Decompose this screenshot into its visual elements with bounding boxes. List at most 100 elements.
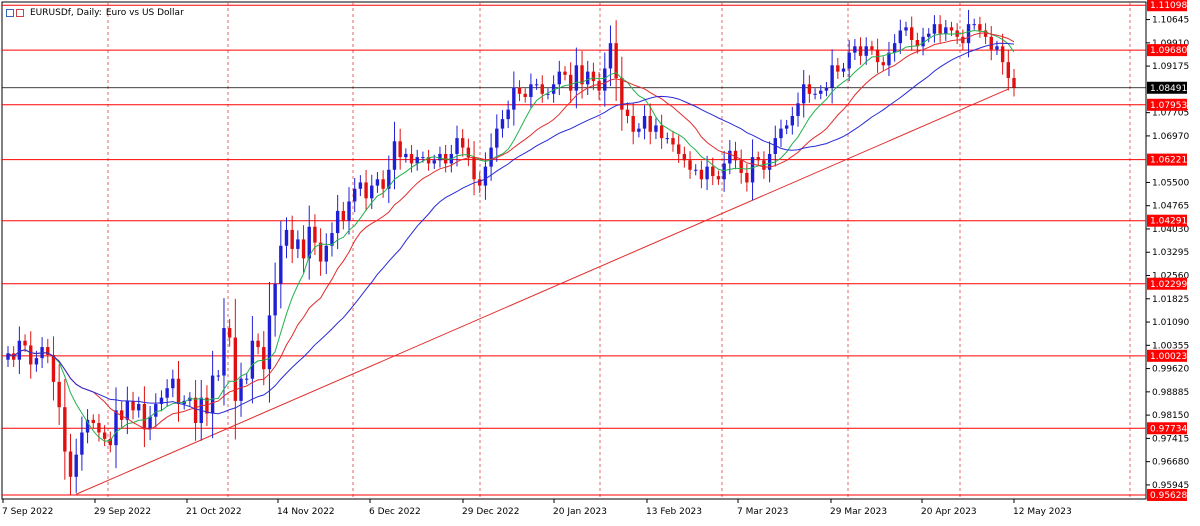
candle-body [68,451,73,477]
x-tick-label: 20 Apr 2023 [921,507,977,517]
candle-body [222,328,226,376]
candle-body [483,166,488,186]
candle-body [137,404,141,411]
candle-body [296,239,300,249]
candle-body [756,157,760,161]
level-price-label: 0.95628 [1150,491,1187,501]
candle-body [915,39,920,47]
candle-body [836,65,840,72]
level-price-label: 1.04291 [1150,217,1187,227]
candle-body [682,153,687,161]
level-price-label: 1.06221 [1150,156,1187,166]
candle-body [353,188,357,202]
candle-body [375,179,380,186]
y-tick-label: 1.01825 [1152,295,1189,305]
chart-title: EURUSDf, Daily: Euro vs US Dollar [6,6,184,20]
candle-body [324,245,328,262]
candle-body [91,419,95,424]
candle-body [341,210,346,221]
candle-body [853,46,857,53]
y-tick-label: 1.05500 [1152,178,1189,188]
candle-body [239,378,243,401]
y-tick-label: 0.96680 [1152,458,1189,468]
y-tick-label: 1.01090 [1152,318,1189,328]
candle-body [330,233,334,246]
candle-body [193,397,198,424]
candle-body [694,169,698,171]
candle-body [74,454,78,477]
candle-body [23,340,27,346]
candle-body [290,229,294,249]
candle-body [210,375,215,414]
candle-body [472,157,476,180]
y-tick-label: 1.02560 [1152,272,1189,282]
candle-body [165,388,169,398]
y-tick-label: 1.00355 [1152,341,1189,351]
level-price-label: 1.11098 [1150,1,1187,11]
candle-body [318,242,323,262]
candle-body [460,138,465,148]
candle-body [358,182,363,189]
candle-body [364,182,368,199]
candle-body [102,432,107,439]
y-tick-label: 0.97415 [1152,434,1189,444]
candle-body [995,46,999,50]
candle-body [887,52,891,66]
candle-body [642,115,647,129]
current-price-label: 1.08491 [1150,84,1187,94]
y-tick-label: 1.07705 [1152,109,1189,119]
candle-body [739,160,743,173]
candle-body [733,150,738,161]
candle-body [870,46,874,50]
candle-body [392,141,397,170]
candle-body [625,109,630,116]
candle-body [875,49,880,63]
y-tick-label: 1.03295 [1152,248,1189,258]
candle-body [495,128,499,148]
level-price-box [1147,98,1187,111]
candle-body [767,153,772,170]
moving-average-fast [7,29,1015,442]
candle-body [824,87,829,91]
candle-body [517,87,522,94]
y-tick-label: 1.04765 [1152,202,1189,212]
candle-body [284,229,289,246]
x-tick-label: 29 Sep 2022 [94,507,151,517]
y-tick-label: 1.09175 [1152,62,1189,72]
candle-body [574,65,579,91]
x-tick-label: 21 Oct 2022 [186,507,242,517]
x-tick-label: 13 Feb 2023 [646,507,702,517]
candle-body [802,84,806,104]
candle-body [841,68,846,72]
candle-body [466,147,471,158]
candle-body [779,128,783,139]
candle-body [438,153,442,161]
candle-body [711,166,715,177]
candle-body [944,27,948,34]
candle-body [176,378,181,405]
candle-body [250,340,255,379]
candle-body [932,24,937,34]
candle-body [279,245,283,284]
candle-body [80,432,84,455]
candle-body [335,210,340,234]
y-tick-label: 1.06970 [1152,132,1189,142]
candle-body [790,115,795,126]
candle-body [864,46,868,56]
candle-body [455,138,459,154]
candle-body [119,410,124,420]
candle-body [551,84,556,94]
candle-body [608,43,613,69]
candle-body [381,179,385,189]
candle-body [620,77,624,110]
candle-body [881,62,885,66]
candle-body [245,378,249,380]
level-price-label: 1.07953 [1150,101,1187,111]
y-tick-label: 0.99620 [1152,365,1189,375]
candle-body [586,71,590,85]
candle-body [85,419,90,433]
candle-body [568,74,573,91]
candle-body [142,404,147,430]
candle-body [57,381,61,408]
